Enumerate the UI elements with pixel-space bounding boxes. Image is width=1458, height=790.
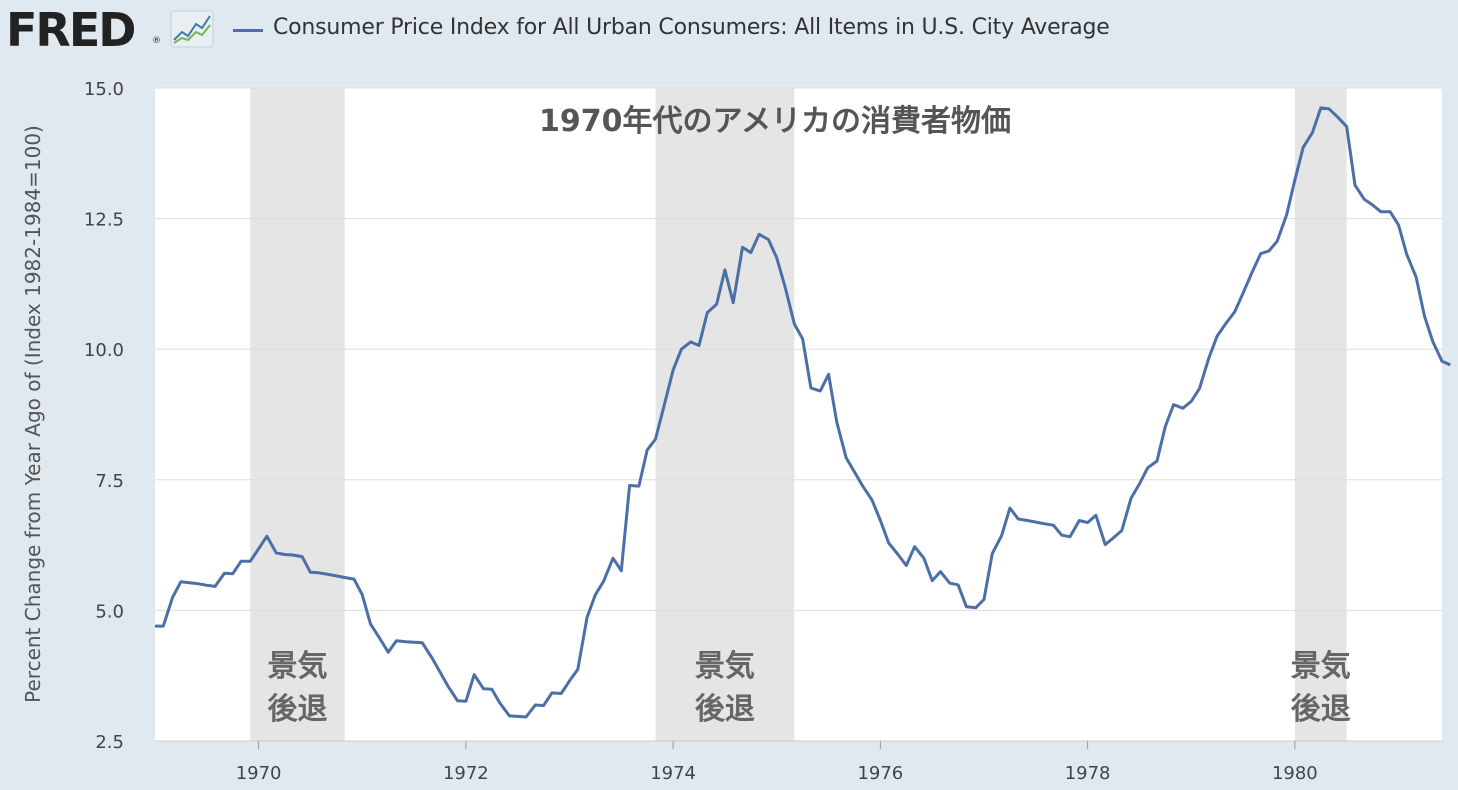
y-axis-ticks: 2.5 5.0 7.5 10.0 12.5 15.0	[84, 79, 124, 753]
y-tick-label: 12.5	[84, 210, 124, 231]
x-tick-label: 1980	[1272, 763, 1318, 784]
recession-label: 後退	[1291, 692, 1351, 727]
recession-band	[250, 88, 345, 741]
chart-title: 1970年代のアメリカの消費者物価	[539, 104, 1011, 139]
gridlines	[155, 87, 1442, 611]
x-tick-label: 1978	[1065, 763, 1111, 784]
x-tick-label: 1972	[443, 763, 489, 784]
recession-bands	[250, 88, 1347, 741]
y-tick-label: 15.0	[84, 79, 124, 100]
recession-label: 景気	[695, 649, 755, 684]
recession-band	[1294, 88, 1347, 741]
registered-mark: ®	[152, 36, 161, 46]
y-tick-label: 2.5	[95, 732, 124, 753]
y-tick-label: 5.0	[95, 601, 124, 622]
legend-swatch	[233, 29, 263, 32]
series-legend-label[interactable]: Consumer Price Index for All Urban Consu…	[273, 15, 1110, 40]
y-tick-label: 7.5	[95, 471, 124, 492]
recession-band	[655, 88, 795, 741]
x-tick-label: 1976	[857, 763, 903, 784]
recession-label: 景気	[1291, 649, 1351, 684]
plot-background	[155, 88, 1442, 741]
recession-label: 後退	[267, 692, 327, 727]
recession-label: 景気	[267, 649, 327, 684]
fred-logo[interactable]: FRED	[6, 3, 136, 57]
cpi-yoy-line[interactable]	[155, 106, 1451, 719]
recession-label: 後退	[695, 692, 755, 727]
y-axis-label: Percent Change from Year Ago of (Index 1…	[21, 125, 45, 703]
x-tick-label: 1970	[236, 763, 282, 784]
x-axis-ticks: 1970 1972 1974 1976 1978 1980	[155, 740, 1442, 784]
y-tick-label: 10.0	[84, 340, 124, 361]
chart-header: FRED ® Consumer Price Index for All Urba…	[0, 0, 1458, 60]
line-chart-icon	[170, 10, 214, 48]
x-tick-label: 1974	[650, 763, 696, 784]
